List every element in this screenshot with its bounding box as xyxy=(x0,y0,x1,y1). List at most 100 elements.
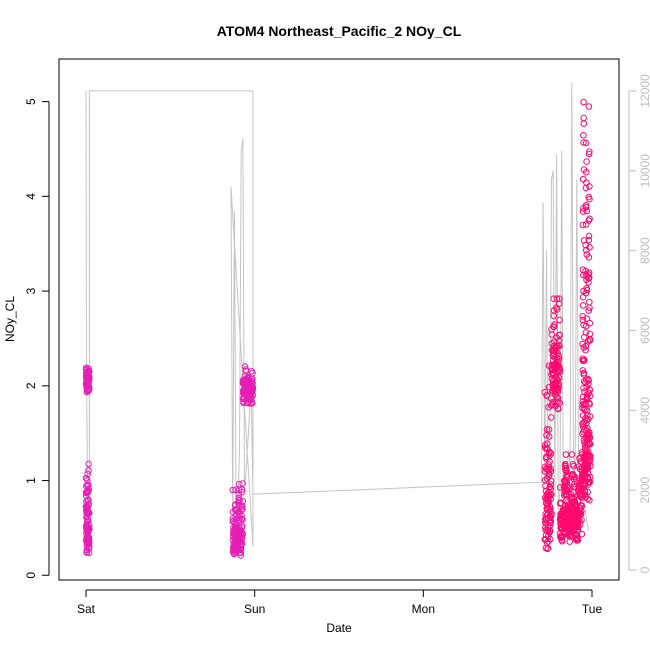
data-point xyxy=(585,307,593,314)
data-point xyxy=(562,466,569,474)
chart-title: ATOM4 Northeast_Pacific_2 NOy_CL xyxy=(217,23,462,39)
data-point xyxy=(238,515,246,523)
data-point xyxy=(229,486,236,494)
data-point xyxy=(548,490,555,498)
y2-tick-label: 8000 xyxy=(638,237,650,264)
plot-frame xyxy=(58,58,620,581)
data-point xyxy=(583,158,590,165)
data-point xyxy=(249,384,257,391)
data-point xyxy=(555,355,563,363)
data-point xyxy=(546,503,554,510)
x-tick-label: Sun xyxy=(244,602,265,616)
data-point xyxy=(586,298,593,306)
y-tick-label: 4 xyxy=(24,193,38,200)
data-point xyxy=(579,302,587,309)
data-point xyxy=(586,335,594,343)
data-point xyxy=(545,426,553,433)
altitude-line xyxy=(85,82,590,547)
data-point xyxy=(546,484,554,491)
data-point xyxy=(239,516,246,523)
data-point xyxy=(238,486,246,493)
data-point xyxy=(85,460,92,468)
data-point xyxy=(556,366,564,373)
data-point xyxy=(86,525,93,533)
data-point xyxy=(580,369,588,377)
data-point xyxy=(249,388,256,395)
data-point xyxy=(582,329,590,336)
data-point xyxy=(579,175,587,183)
data-point xyxy=(85,539,93,547)
y-tick-label: 0 xyxy=(24,572,38,579)
y-tick-label: 5 xyxy=(24,98,38,105)
data-point xyxy=(586,473,594,481)
data-point xyxy=(547,402,555,409)
data-point xyxy=(238,534,246,541)
data-point xyxy=(583,393,591,400)
data-point xyxy=(544,544,552,552)
data-point xyxy=(547,491,554,499)
data-point xyxy=(546,448,553,456)
y2-tick-label: 6000 xyxy=(638,317,650,344)
data-point xyxy=(236,497,243,504)
data-point xyxy=(586,455,594,462)
data-point xyxy=(578,516,585,524)
data-point xyxy=(556,368,564,376)
data-point xyxy=(582,139,590,147)
data-point xyxy=(242,366,250,373)
data-point xyxy=(84,477,91,484)
data-point xyxy=(544,538,552,545)
data-point xyxy=(556,500,564,507)
data-point xyxy=(562,451,570,458)
data-point xyxy=(579,316,587,324)
data-point xyxy=(543,426,551,433)
data-point xyxy=(586,440,594,448)
data-point xyxy=(85,383,93,391)
data-point xyxy=(85,467,92,474)
data-point xyxy=(582,346,589,354)
data-point xyxy=(584,488,592,496)
data-point xyxy=(563,474,571,481)
data-point xyxy=(586,215,593,223)
data-point xyxy=(583,412,591,419)
data-point xyxy=(86,509,93,517)
data-point xyxy=(585,236,593,244)
data-point xyxy=(548,510,555,518)
data-point xyxy=(584,495,592,503)
data-point xyxy=(580,120,588,127)
data-point xyxy=(586,244,593,251)
data-point xyxy=(585,389,593,397)
data-point xyxy=(586,413,594,420)
data-point xyxy=(85,549,93,557)
data-point xyxy=(85,537,93,544)
data-point xyxy=(547,505,554,513)
data-point xyxy=(552,348,560,355)
data-point xyxy=(556,331,564,339)
data-point xyxy=(579,221,587,229)
data-point xyxy=(249,369,256,377)
data-point xyxy=(586,392,594,400)
data-point xyxy=(583,315,591,322)
data-point xyxy=(586,304,593,312)
data-point xyxy=(556,484,564,491)
data-point xyxy=(238,488,246,496)
data-point xyxy=(556,316,563,324)
data-point xyxy=(578,530,586,538)
y2-tick-label: 10000 xyxy=(638,154,650,188)
data-point xyxy=(547,414,555,421)
data-point xyxy=(585,103,593,110)
data-point xyxy=(585,279,592,286)
data-point xyxy=(548,331,556,338)
data-point xyxy=(582,241,590,249)
data-point xyxy=(570,495,578,502)
data-point xyxy=(84,517,92,525)
data-point xyxy=(546,458,553,466)
y-axis: 0 1 2 3 4 5 xyxy=(24,98,50,579)
y-tick-label: 1 xyxy=(24,477,38,484)
data-point xyxy=(587,462,594,470)
data-point xyxy=(547,468,555,475)
data-point xyxy=(239,497,247,505)
data-point xyxy=(248,399,256,407)
data-point xyxy=(579,293,587,301)
data-point xyxy=(238,535,245,542)
